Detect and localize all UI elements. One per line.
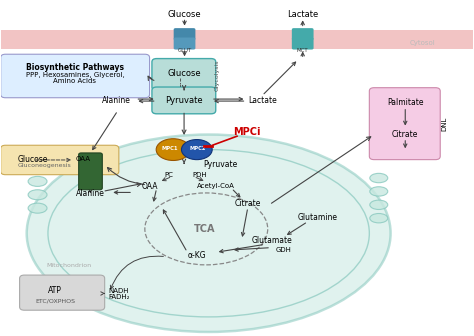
Text: Glucose: Glucose	[18, 155, 48, 164]
Text: ETC/OXPHOS: ETC/OXPHOS	[35, 299, 75, 304]
FancyBboxPatch shape	[369, 88, 440, 160]
Text: PPP, Hexosamines, Glycerol,: PPP, Hexosamines, Glycerol,	[26, 72, 124, 78]
FancyBboxPatch shape	[19, 275, 105, 310]
Text: MCT: MCT	[297, 48, 309, 53]
Text: α-KG: α-KG	[188, 251, 206, 260]
FancyBboxPatch shape	[152, 87, 216, 114]
Text: Mitochondrion: Mitochondrion	[46, 263, 92, 268]
Ellipse shape	[370, 173, 388, 183]
FancyBboxPatch shape	[152, 58, 216, 90]
Ellipse shape	[370, 187, 388, 196]
FancyBboxPatch shape	[0, 145, 119, 175]
Text: Glucose: Glucose	[167, 70, 201, 79]
Ellipse shape	[28, 163, 47, 173]
Text: Citrate: Citrate	[234, 199, 261, 208]
Ellipse shape	[370, 200, 388, 209]
Text: PC: PC	[164, 172, 173, 178]
FancyBboxPatch shape	[292, 28, 314, 40]
Text: Acetyl-CoA: Acetyl-CoA	[197, 183, 235, 190]
Text: Lactate: Lactate	[287, 10, 319, 18]
Text: Cytosol: Cytosol	[410, 40, 436, 45]
FancyBboxPatch shape	[173, 38, 195, 49]
Text: Alanine: Alanine	[102, 95, 131, 104]
Text: PDH: PDH	[192, 172, 207, 178]
Text: ATP: ATP	[48, 286, 62, 295]
Text: Amino Acids: Amino Acids	[54, 78, 96, 84]
Ellipse shape	[370, 213, 388, 223]
FancyBboxPatch shape	[292, 38, 314, 49]
FancyBboxPatch shape	[0, 30, 474, 49]
Ellipse shape	[28, 190, 47, 200]
Text: Glutamate: Glutamate	[252, 237, 293, 245]
Text: Glycolysis: Glycolysis	[215, 59, 219, 91]
Text: Lactate: Lactate	[249, 95, 277, 104]
Text: OAA: OAA	[76, 156, 91, 162]
Ellipse shape	[182, 139, 212, 160]
Text: GLUT: GLUT	[177, 48, 191, 53]
Text: Biosynthetic Pathways: Biosynthetic Pathways	[26, 63, 124, 72]
Text: Gluconeogenesis: Gluconeogenesis	[18, 163, 72, 168]
Text: OAA: OAA	[141, 182, 158, 191]
FancyBboxPatch shape	[0, 54, 150, 98]
Text: DNL: DNL	[441, 116, 447, 131]
FancyBboxPatch shape	[173, 28, 195, 40]
Ellipse shape	[48, 150, 369, 317]
Text: TCA: TCA	[194, 224, 216, 234]
Text: MPCi: MPCi	[233, 127, 260, 137]
Text: FADH₂: FADH₂	[109, 294, 130, 300]
Text: NADH: NADH	[109, 288, 129, 294]
Text: Palmitate: Palmitate	[387, 98, 423, 107]
Text: MPC2: MPC2	[190, 146, 207, 151]
Ellipse shape	[27, 134, 391, 332]
Text: Pyruvate: Pyruvate	[203, 160, 237, 169]
Text: Pyruvate: Pyruvate	[165, 95, 203, 104]
Ellipse shape	[156, 139, 190, 161]
Text: Citrate: Citrate	[392, 130, 419, 139]
Text: GDH: GDH	[275, 247, 291, 253]
Ellipse shape	[28, 176, 47, 186]
Text: Glucose: Glucose	[168, 10, 201, 18]
Text: MPC1: MPC1	[162, 146, 178, 151]
Text: Alanine: Alanine	[76, 188, 105, 198]
FancyBboxPatch shape	[79, 153, 102, 190]
Ellipse shape	[28, 203, 47, 213]
Text: Glutamine: Glutamine	[297, 213, 337, 222]
